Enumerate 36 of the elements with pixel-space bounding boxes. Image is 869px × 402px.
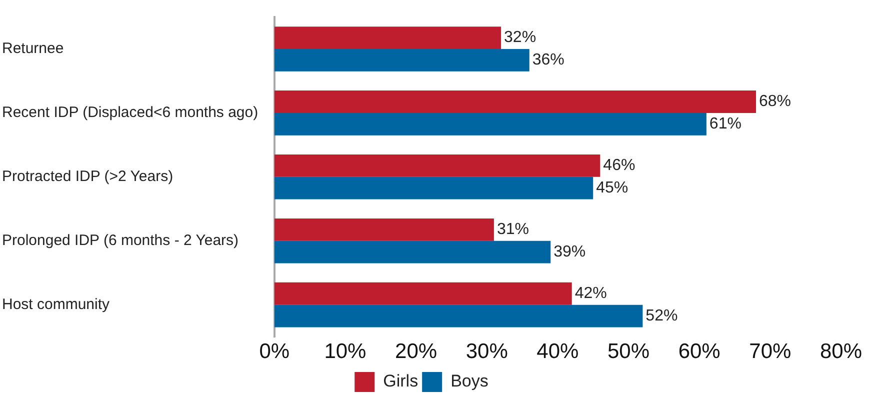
data-label: 68%	[759, 93, 792, 110]
x-tick-label: 0%	[259, 340, 290, 364]
y-tick-label: Recent IDP (Displaced<6 months ago)	[2, 104, 258, 122]
bar	[274, 176, 594, 200]
y-tick-label: Prolonged IDP (6 months - 2 Years)	[2, 232, 239, 249]
bar	[274, 90, 756, 113]
legend-label: Girls	[383, 372, 418, 391]
bar	[274, 218, 494, 241]
x-tick-label: 40%	[536, 340, 579, 364]
bar	[274, 304, 643, 328]
legend-label: Boys	[450, 372, 488, 391]
x-tick-label: 60%	[678, 340, 720, 364]
x-tick-label: 50%	[608, 340, 650, 364]
y-tick-label: Protracted IDP (>2 Years)	[2, 168, 174, 186]
bar	[274, 154, 600, 177]
data-label: 61%	[709, 116, 742, 133]
data-label: 31%	[496, 221, 529, 238]
y-tick-label: Returnee	[2, 40, 64, 58]
bar	[274, 112, 706, 136]
bar	[274, 26, 502, 49]
data-label: 45%	[596, 180, 628, 196]
x-tick-label: 20%	[395, 340, 438, 364]
x-tick-label: 30%	[466, 340, 508, 364]
bar	[274, 48, 530, 72]
bar	[274, 240, 551, 264]
x-tick-label: 70%	[749, 340, 792, 364]
bar	[274, 282, 572, 305]
x-tick-label: 10%	[324, 340, 366, 364]
data-label: 36%	[532, 52, 564, 69]
data-label: 46%	[603, 157, 636, 174]
data-label: 32%	[504, 29, 536, 46]
data-label: 39%	[554, 243, 586, 260]
x-tick-label: 80%	[820, 340, 862, 364]
data-label: 42%	[574, 285, 607, 302]
data-label: 52%	[646, 307, 678, 324]
y-tick-label: Host community	[2, 296, 110, 313]
